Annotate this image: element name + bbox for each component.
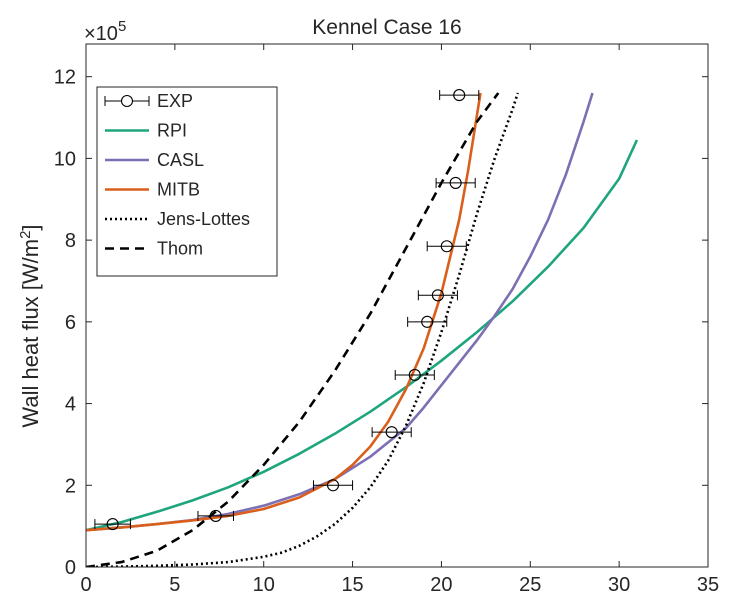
axes: 0 5 10 15 20 25 30 35 0 2 4 6 8 10 12 [54, 43, 719, 596]
series-line-mitb [86, 92, 482, 532]
legend-label: Thom [157, 239, 203, 259]
y-axis-label-main: Wall heat flux [W/m [18, 239, 43, 428]
exp-point-4 [371, 426, 412, 439]
x-tick-label: 5 [169, 574, 180, 596]
y-tick-label: 10 [54, 148, 76, 170]
y-tick-label: 4 [65, 394, 76, 416]
exp-point-9 [435, 176, 476, 189]
exp-point-6 [407, 315, 448, 328]
legend-item-jens-lottes: Jens-Lottes [105, 209, 250, 229]
legend-item-rpi: RPI [105, 121, 187, 141]
y-multiplier: ×105 [84, 18, 126, 45]
plot-area [86, 89, 639, 567]
legend-label: CASL [157, 150, 204, 170]
y-tick-label: 2 [65, 475, 76, 497]
y-axis-label-sup: 2 [17, 231, 34, 239]
exp-point-2 [197, 509, 235, 522]
exp-point-7 [417, 289, 458, 302]
x-tick-label: 15 [341, 574, 363, 596]
x-tick-label: 30 [608, 574, 630, 596]
exp-point-3 [312, 479, 354, 492]
y-tick-label: 8 [65, 230, 76, 252]
legend-item-casl: CASL [105, 150, 204, 170]
chart-title: Kennel Case 16 [312, 16, 461, 39]
series-line-jens-lottes [86, 92, 520, 567]
series-line-rpi [86, 139, 639, 532]
y-multiplier-base: ×10 [84, 23, 118, 45]
exp-point-8 [426, 240, 467, 253]
legend-label: Jens-Lottes [157, 209, 250, 229]
y-tick-label: 6 [65, 312, 76, 334]
y-axis-label: Wall heat flux [W/m2] [17, 224, 43, 427]
legend: EXP RPI CASL MITB Jens-Lottes Thom [96, 86, 278, 277]
legend-label: MITB [157, 180, 200, 200]
x-tick-label: 25 [519, 574, 541, 596]
legend-label: RPI [157, 121, 187, 141]
exp-point-1 [94, 518, 131, 531]
y-multiplier-exponent: 5 [118, 18, 126, 35]
legend-box [96, 86, 278, 277]
y-axis-label-end: ] [18, 224, 43, 230]
exp-point-5 [394, 368, 435, 382]
y-tick-label: 0 [65, 557, 76, 579]
legend-item-exp: EXP [104, 91, 193, 111]
legend-item-thom: Thom [105, 239, 203, 259]
x-tick-label: 0 [80, 574, 91, 596]
axes-box [85, 43, 709, 568]
legend-label: EXP [157, 91, 193, 111]
x-tick-label: 35 [697, 574, 719, 596]
x-tick-label: 20 [430, 574, 452, 596]
x-tick-label: 10 [253, 574, 275, 596]
legend-item-mitb: MITB [105, 180, 200, 200]
y-tick-label: 12 [54, 67, 76, 89]
exp-point-10 [439, 89, 480, 102]
